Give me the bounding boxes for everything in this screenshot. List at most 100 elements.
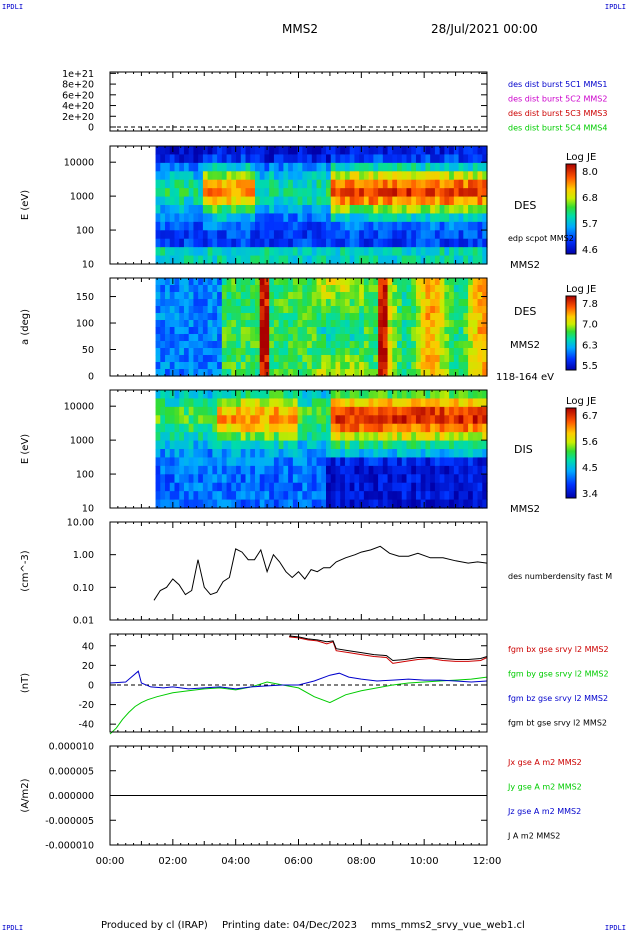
spectrogram-cell [335, 299, 341, 307]
spectrogram-cell [368, 482, 374, 492]
spectrogram-cell [340, 369, 346, 377]
spectrogram-cell [188, 179, 195, 189]
spectrogram-cell [269, 299, 275, 307]
spectrogram-cell [363, 320, 370, 328]
spectrogram-cell [392, 474, 398, 484]
spectrogram-cell [368, 154, 374, 164]
spectrogram-cell [259, 292, 266, 300]
spectrogram-cell [269, 196, 275, 206]
spectrogram-cell [165, 499, 171, 509]
spectrogram-cell [373, 362, 379, 370]
spectrogram-cell [477, 154, 483, 164]
spectrogram-cell [264, 292, 270, 300]
spectrogram-cell [363, 334, 370, 342]
spectrogram-cell [217, 205, 223, 215]
spectrogram-cell [183, 196, 190, 206]
spectrogram-cell [406, 196, 412, 206]
spectrogram-cell [174, 432, 180, 442]
spectrogram-cell [373, 205, 379, 215]
spectrogram-cell [231, 474, 237, 484]
spectrogram-cell [411, 390, 417, 400]
spectrogram-cell [250, 432, 256, 442]
spectrogram-cell [245, 449, 251, 459]
spectrogram-cell [198, 299, 204, 307]
spectrogram-cell [453, 398, 460, 408]
spectrogram-cell [444, 285, 450, 293]
spectrogram-cell [463, 179, 469, 189]
spectrogram-cell [425, 449, 431, 459]
y-tick-label: -20 [78, 700, 94, 711]
spectrogram-cell [321, 499, 327, 509]
spectrogram-cell [221, 313, 228, 321]
spectrogram-cell [321, 162, 327, 172]
spectrogram-cell [382, 306, 389, 314]
y-tick-label: 20 [82, 661, 94, 672]
spectrogram-cell [231, 355, 237, 363]
spectrogram-cell [472, 362, 479, 370]
spectrogram-cell [307, 369, 313, 377]
spectrogram-cell [359, 432, 365, 442]
spectrogram-cell [420, 146, 427, 156]
spectrogram-cell [397, 369, 403, 377]
spectrogram-cell [349, 449, 356, 459]
spectrogram-cell [439, 196, 445, 206]
spectrogram-cell [321, 230, 327, 240]
spectrogram-cell [212, 341, 218, 349]
spectrogram-cell [169, 221, 176, 231]
spectrogram-cell [297, 278, 303, 286]
spectrogram-cell [397, 440, 403, 450]
spectrogram-cell [165, 278, 171, 286]
spectrogram-cell [269, 440, 275, 450]
spectrogram-cell [387, 341, 393, 349]
spectrogram-cell [468, 255, 474, 265]
spectrogram-cell [463, 327, 469, 335]
spectrogram-cell [269, 327, 275, 335]
spectrogram-cell [221, 179, 228, 189]
spectrogram-cell [283, 390, 289, 400]
spectrogram-cell [292, 255, 299, 265]
spectrogram-cell [188, 474, 195, 484]
spectrogram-cell [482, 465, 488, 475]
spectrogram-cell [453, 278, 460, 286]
spectrogram-cell [378, 179, 384, 189]
spectrogram-cell [169, 188, 176, 198]
spectrogram-cell [482, 292, 488, 300]
spectrogram-cell [354, 230, 360, 240]
spectrogram-cell [226, 348, 232, 356]
spectrogram-cell [231, 390, 237, 400]
spectrogram-cell [387, 449, 393, 459]
spectrogram-cell [155, 205, 161, 215]
spectrogram-cell [183, 423, 190, 433]
spectrogram-cell [330, 369, 337, 377]
spectrogram-cell [179, 406, 185, 416]
spectrogram-cell [477, 474, 483, 484]
spectrogram-cell [202, 499, 209, 509]
spectrogram-cell [240, 247, 247, 257]
spectrogram-cell [165, 146, 171, 156]
spectrogram-cell [283, 355, 289, 363]
spectrogram-cell [217, 320, 223, 328]
spectrogram-cell [188, 320, 195, 328]
spectrogram-cell [165, 465, 171, 475]
spectrogram-cell [297, 171, 303, 181]
spectrogram-cell [463, 278, 469, 286]
spectrogram-cell [420, 162, 427, 172]
spectrogram-cell [193, 188, 199, 198]
spectrogram-cell [482, 196, 488, 206]
spectrogram-cell [349, 238, 356, 248]
spectrogram-cell [155, 320, 161, 328]
spectrogram-cell [463, 213, 469, 223]
spectrogram-cell [311, 406, 318, 416]
spectrogram-cell [477, 162, 483, 172]
spectrogram-cell [411, 440, 417, 450]
spectrogram-cell [382, 238, 389, 248]
spectrogram-cell [340, 179, 346, 189]
spectrogram-cell [363, 415, 370, 425]
spectrogram-cell [183, 306, 190, 314]
spectrogram-cell [269, 390, 275, 400]
spectrogram-cell [212, 299, 218, 307]
spectrogram-cell [472, 162, 479, 172]
spectrogram-cell [217, 213, 223, 223]
spectrogram-cell [288, 313, 294, 321]
spectrogram-cell [472, 146, 479, 156]
